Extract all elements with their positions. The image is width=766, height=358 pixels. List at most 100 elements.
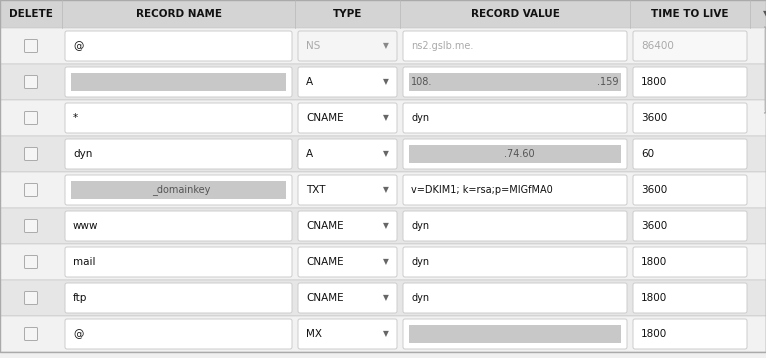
Text: CNAME: CNAME [306, 293, 344, 303]
FancyBboxPatch shape [403, 139, 627, 169]
FancyBboxPatch shape [25, 184, 38, 197]
Text: ▼: ▼ [383, 42, 389, 50]
Text: TXT: TXT [306, 185, 326, 195]
FancyBboxPatch shape [633, 31, 747, 61]
Text: 1800: 1800 [641, 257, 667, 267]
Text: @: @ [73, 41, 83, 51]
Text: ▼: ▼ [383, 77, 389, 87]
FancyBboxPatch shape [65, 283, 292, 313]
Text: 3600: 3600 [641, 113, 667, 123]
Text: CNAME: CNAME [306, 113, 344, 123]
FancyBboxPatch shape [403, 247, 627, 277]
FancyBboxPatch shape [298, 211, 397, 241]
FancyBboxPatch shape [298, 67, 397, 97]
FancyBboxPatch shape [298, 103, 397, 133]
Text: ▼: ▼ [763, 10, 766, 19]
Text: A: A [306, 149, 313, 159]
Text: NS: NS [306, 41, 320, 51]
Bar [0, 244, 766, 280]
Text: _domainkey: _domainkey [152, 184, 210, 195]
FancyBboxPatch shape [633, 67, 747, 97]
Bar [0, 28, 766, 64]
Text: dyn: dyn [411, 257, 429, 267]
Bar [0, 172, 766, 208]
FancyBboxPatch shape [633, 103, 747, 133]
FancyBboxPatch shape [633, 319, 747, 349]
FancyBboxPatch shape [65, 67, 292, 97]
FancyBboxPatch shape [633, 139, 747, 169]
Text: dyn: dyn [411, 113, 429, 123]
Text: ▼: ▼ [383, 329, 389, 339]
FancyBboxPatch shape [25, 256, 38, 268]
FancyBboxPatch shape [65, 175, 292, 205]
FancyBboxPatch shape [65, 319, 292, 349]
Text: ▼: ▼ [383, 257, 389, 266]
Bar [0, 136, 766, 172]
Bar [409, 73, 621, 91]
FancyBboxPatch shape [633, 175, 747, 205]
FancyBboxPatch shape [298, 139, 397, 169]
FancyBboxPatch shape [298, 247, 397, 277]
FancyBboxPatch shape [403, 67, 627, 97]
FancyBboxPatch shape [298, 319, 397, 349]
Text: @: @ [73, 329, 83, 339]
Text: mail: mail [73, 257, 96, 267]
Text: DELETE: DELETE [9, 9, 53, 19]
Text: ▼: ▼ [383, 294, 389, 303]
Text: www: www [73, 221, 99, 231]
FancyBboxPatch shape [65, 139, 292, 169]
Text: 60: 60 [641, 149, 654, 159]
FancyBboxPatch shape [25, 147, 38, 160]
Text: 3600: 3600 [641, 221, 667, 231]
Bar [409, 145, 621, 163]
FancyBboxPatch shape [25, 76, 38, 88]
Text: ▼: ▼ [383, 150, 389, 159]
FancyBboxPatch shape [764, 27, 766, 113]
FancyBboxPatch shape [65, 103, 292, 133]
Bar [71, 73, 286, 91]
FancyBboxPatch shape [65, 247, 292, 277]
FancyBboxPatch shape [298, 283, 397, 313]
FancyBboxPatch shape [25, 39, 38, 53]
Text: TYPE: TYPE [332, 9, 362, 19]
Text: ▼: ▼ [383, 113, 389, 122]
FancyBboxPatch shape [25, 291, 38, 305]
Text: .74.60: .74.60 [504, 149, 535, 159]
Bar [0, 0, 766, 28]
Bar [0, 280, 766, 316]
Text: 1800: 1800 [641, 77, 667, 87]
FancyBboxPatch shape [25, 219, 38, 232]
Text: 3600: 3600 [641, 185, 667, 195]
FancyBboxPatch shape [403, 103, 627, 133]
FancyBboxPatch shape [403, 319, 627, 349]
FancyBboxPatch shape [403, 211, 627, 241]
Text: v=DKIM1; k=rsa;p=MIGfMA0: v=DKIM1; k=rsa;p=MIGfMA0 [411, 185, 553, 195]
Text: A: A [306, 77, 313, 87]
Text: ▼: ▼ [383, 222, 389, 231]
Text: 1800: 1800 [641, 293, 667, 303]
FancyBboxPatch shape [65, 31, 292, 61]
FancyBboxPatch shape [25, 111, 38, 125]
Bar [0, 64, 766, 100]
Bar [0, 100, 766, 136]
Text: CNAME: CNAME [306, 257, 344, 267]
Bar [0, 316, 766, 352]
FancyBboxPatch shape [633, 211, 747, 241]
Bar [71, 181, 286, 199]
Text: ns2.gslb.me.: ns2.gslb.me. [411, 41, 473, 51]
FancyBboxPatch shape [403, 175, 627, 205]
FancyBboxPatch shape [403, 283, 627, 313]
FancyBboxPatch shape [633, 247, 747, 277]
Text: 108.: 108. [411, 77, 432, 87]
Text: TIME TO LIVE: TIME TO LIVE [651, 9, 728, 19]
Text: RECORD NAME: RECORD NAME [136, 9, 221, 19]
Text: .159: .159 [597, 77, 619, 87]
FancyBboxPatch shape [298, 31, 397, 61]
Text: 1800: 1800 [641, 329, 667, 339]
Text: dyn: dyn [411, 221, 429, 231]
Text: RECORD VALUE: RECORD VALUE [470, 9, 559, 19]
FancyBboxPatch shape [403, 31, 627, 61]
FancyBboxPatch shape [65, 211, 292, 241]
FancyBboxPatch shape [25, 328, 38, 340]
Text: ftp: ftp [73, 293, 87, 303]
